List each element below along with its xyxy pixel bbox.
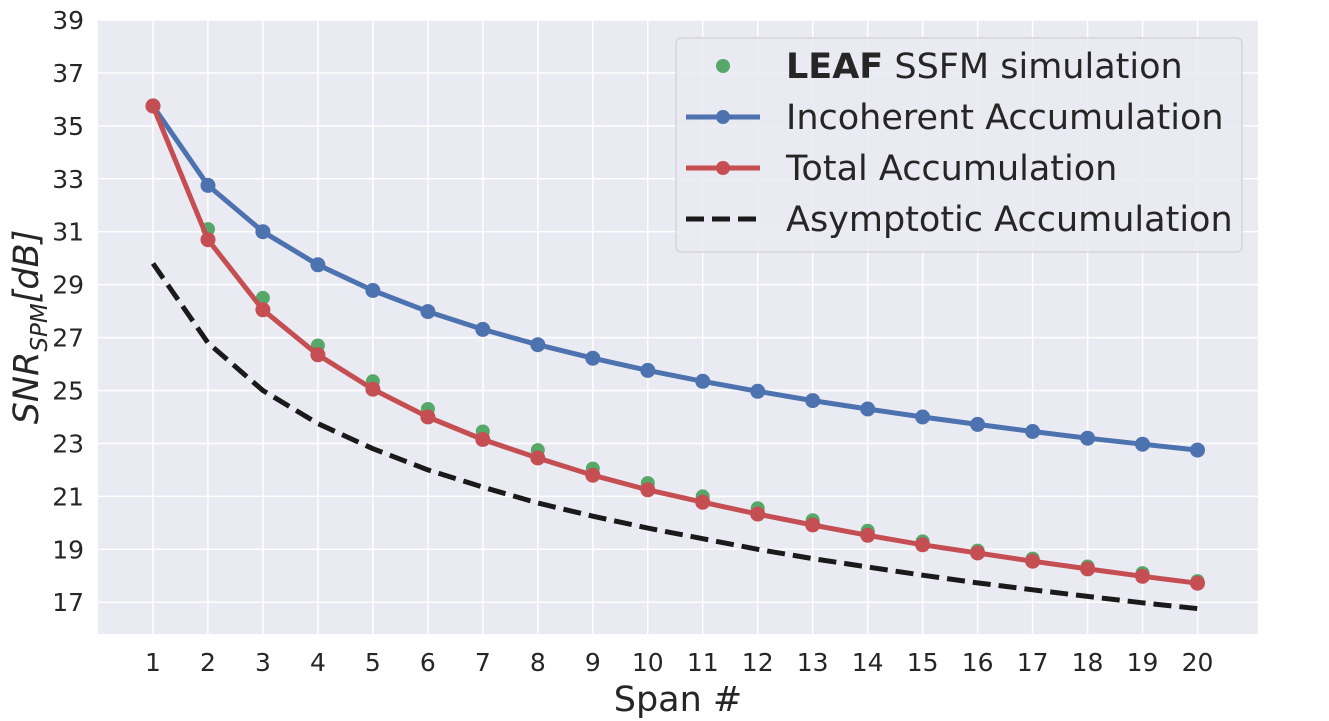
legend: LEAF SSFM simulation Incoherent Accumula… <box>675 37 1243 253</box>
y-axis-label-unit: [dB] <box>7 230 47 304</box>
legend-label-asymptotic: Asymptotic Accumulation <box>786 200 1233 240</box>
legend-marker-ssfm <box>716 59 730 73</box>
data-point-incoherent-accumulation <box>860 401 876 417</box>
x-axis-label: Span # <box>614 680 743 720</box>
legend-label-total: Total Accumulation <box>785 149 1117 189</box>
data-point-total-accumulation <box>310 347 326 363</box>
data-point-total-accumulation <box>915 537 931 553</box>
x-tick-label: 16 <box>962 648 994 677</box>
data-point-total-accumulation <box>365 381 381 397</box>
data-point-total-accumulation <box>805 517 821 533</box>
data-point-total-accumulation <box>530 450 546 466</box>
data-point-incoherent-accumulation <box>640 362 656 378</box>
data-point-incoherent-accumulation <box>1190 442 1205 458</box>
data-point-total-accumulation <box>640 482 656 498</box>
x-tick-label: 15 <box>907 648 939 677</box>
y-tick-label: 23 <box>52 429 84 458</box>
data-point-total-accumulation <box>750 506 766 522</box>
series-line-total-accumulation <box>150 105 1198 586</box>
data-point-incoherent-accumulation <box>255 224 271 240</box>
x-tick-label: 17 <box>1017 648 1049 677</box>
x-tick-label: 1 <box>145 648 161 677</box>
x-tick-label: 3 <box>255 648 271 677</box>
data-point-total-accumulation <box>970 545 986 561</box>
y-tick-label: 27 <box>52 324 84 353</box>
x-tick-label: 9 <box>585 648 601 677</box>
x-tick-label: 20 <box>1182 648 1214 677</box>
data-point-incoherent-accumulation <box>805 393 821 409</box>
y-tick-label: 39 <box>52 6 84 35</box>
x-tick-label: 8 <box>530 648 546 677</box>
data-point-total-accumulation <box>695 494 711 510</box>
legend-marker-total <box>716 161 730 175</box>
data-point-total-accumulation <box>200 232 216 248</box>
x-tick-label: 11 <box>687 648 719 677</box>
x-tick-label: 12 <box>742 648 774 677</box>
legend-label-ssfm-bold: LEAF <box>786 47 883 87</box>
x-tick-label: 19 <box>1127 648 1159 677</box>
data-point-incoherent-accumulation <box>695 373 711 389</box>
y-tick-label: 31 <box>52 218 84 247</box>
data-point-incoherent-accumulation <box>970 416 986 432</box>
data-point-total-accumulation <box>585 467 601 483</box>
x-tick-label: 5 <box>365 648 381 677</box>
series-layer <box>145 98 1205 612</box>
y-tick-label: 35 <box>52 112 84 141</box>
data-point-total-accumulation <box>475 432 491 447</box>
x-tick-label: 14 <box>852 648 884 677</box>
series-line-asymptotic-accumulation <box>150 262 1198 612</box>
legend-label-ssfm: LEAF SSFM simulation <box>786 47 1183 87</box>
series-line-incoherent-accumulation <box>150 104 1198 453</box>
y-tick-label: 19 <box>52 535 84 564</box>
legend-label-incoherent: Incoherent Accumulation <box>786 98 1224 138</box>
data-point-incoherent-accumulation <box>310 257 326 273</box>
data-point-incoherent-accumulation <box>475 321 491 337</box>
data-point-incoherent-accumulation <box>1135 436 1150 452</box>
y-tick-label: 29 <box>52 271 84 300</box>
data-point-total-accumulation <box>1025 553 1041 569</box>
y-tick-label: 17 <box>52 588 84 617</box>
data-point-incoherent-accumulation <box>585 350 601 366</box>
data-point-total-accumulation <box>420 409 436 425</box>
x-tick-label: 6 <box>420 648 436 677</box>
x-tick-label: 7 <box>475 648 491 677</box>
y-tick-label: 33 <box>52 165 84 194</box>
legend-label-ssfm-rest: SSFM simulation <box>894 47 1182 87</box>
data-point-total-accumulation <box>860 527 876 543</box>
data-point-incoherent-accumulation <box>750 383 766 399</box>
x-tick-label: 13 <box>797 648 829 677</box>
legend-box <box>675 37 1243 253</box>
x-tick-label: 2 <box>200 648 216 677</box>
y-axis-label: SNRSPM[dB] <box>7 230 53 425</box>
y-tick-label: 37 <box>52 59 84 88</box>
data-point-incoherent-accumulation <box>200 177 216 193</box>
data-point-total-accumulation <box>1135 568 1150 584</box>
data-point-total-accumulation <box>255 302 271 318</box>
data-point-total-accumulation <box>1080 561 1096 577</box>
data-point-incoherent-accumulation <box>1025 424 1041 439</box>
y-axis-label-main: SNR <box>7 352 47 425</box>
y-tick-label: 21 <box>52 482 84 511</box>
x-tick-label: 18 <box>1072 648 1104 677</box>
legend-marker-incoherent <box>716 110 730 124</box>
data-point-incoherent-accumulation <box>1080 430 1096 446</box>
y-tick-label: 25 <box>52 377 84 406</box>
data-point-incoherent-accumulation <box>915 409 931 425</box>
data-point-incoherent-accumulation <box>530 337 546 353</box>
data-point-incoherent-accumulation <box>420 304 436 320</box>
x-tick-label: 10 <box>632 648 664 677</box>
y-axis-label-sub: SPM <box>27 303 53 351</box>
x-tick-label: 4 <box>310 648 326 677</box>
data-point-total-accumulation <box>1190 575 1205 591</box>
data-point-total-accumulation <box>145 98 161 114</box>
data-point-incoherent-accumulation <box>365 283 381 298</box>
